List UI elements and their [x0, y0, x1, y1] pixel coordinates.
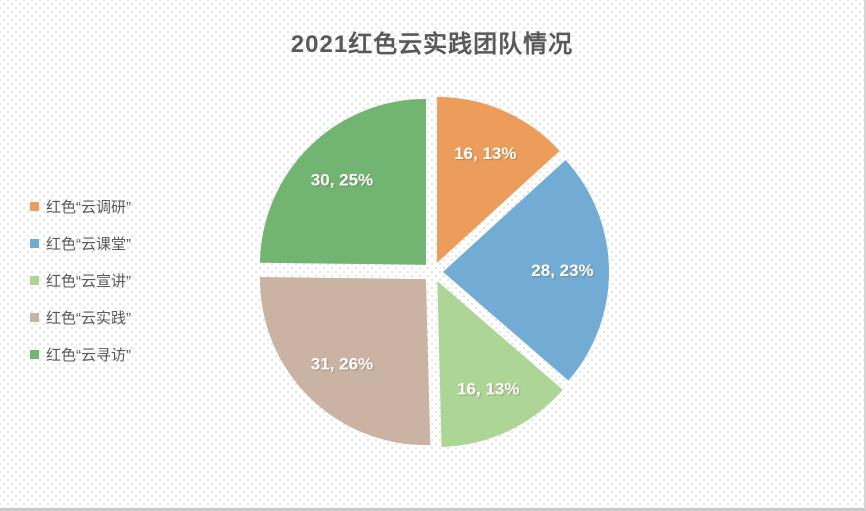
pie-slice-3: [437, 281, 563, 447]
slice-data-label: 16, 13%: [454, 144, 516, 163]
slice-data-label: 31, 26%: [311, 355, 373, 374]
legend-item: 红色“云寻访”: [30, 346, 131, 364]
legend-item: 红色“云宣讲”: [30, 272, 131, 290]
chart-legend: 红色“云调研” 红色“云课堂” 红色“云宣讲” 红色“云实践” 红色“云寻访”: [30, 198, 131, 364]
slice-data-label: 28, 23%: [531, 261, 593, 280]
legend-item: 红色“云实践”: [30, 309, 131, 327]
legend-swatch-icon: [30, 349, 39, 359]
legend-label: 红色“云课堂”: [46, 235, 131, 253]
chart-title: 2021红色云实践团队情况: [290, 31, 574, 58]
legend-label: 红色“云宣讲”: [46, 272, 131, 290]
slice-data-label: 30, 25%: [311, 170, 373, 189]
slice-data-label: 16, 13%: [457, 380, 519, 399]
legend-swatch-icon: [30, 201, 39, 211]
pie-slice-4: [259, 276, 431, 446]
pie-slice-5: [259, 98, 426, 265]
legend-label: 红色“云调研”: [46, 198, 131, 216]
pie-slice-2: [443, 159, 610, 381]
legend-swatch-icon: [30, 312, 39, 322]
legend-item: 红色“云课堂”: [30, 235, 131, 253]
legend-label: 红色“云实践”: [46, 309, 131, 327]
legend-label: 红色“云寻访”: [46, 346, 131, 364]
legend-swatch-icon: [30, 238, 39, 248]
legend-item: 红色“云调研”: [30, 198, 131, 216]
pie-slice-1: [437, 96, 560, 263]
legend-swatch-icon: [30, 275, 39, 285]
